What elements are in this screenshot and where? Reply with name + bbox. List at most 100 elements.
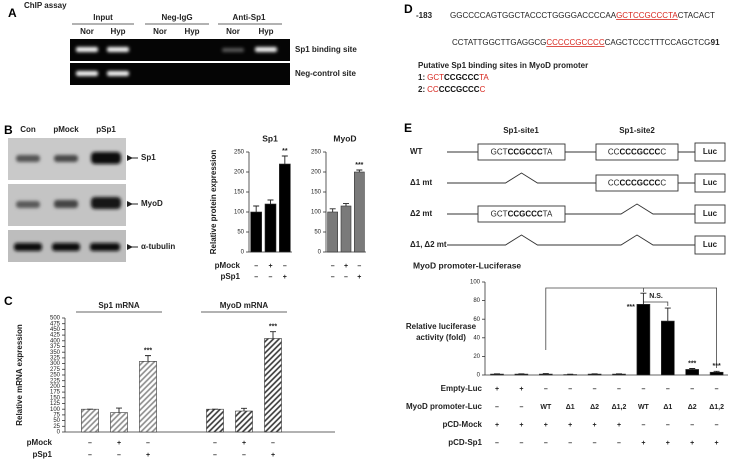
y-tick-label: 475 bbox=[50, 321, 61, 327]
treatment-value: – bbox=[88, 440, 92, 447]
treatment-value: – bbox=[254, 263, 258, 270]
group-label: MyoD mRNA bbox=[220, 301, 269, 310]
treatment-value: – bbox=[88, 452, 92, 459]
sequence: CCTATTGGCTTGAGGCGCCCCCGCCCCCAGCTCCCTTTCC… bbox=[452, 38, 710, 47]
treatment-value: – bbox=[617, 386, 621, 393]
site-box bbox=[477, 205, 566, 223]
treatment-value: Δ2 bbox=[688, 404, 697, 411]
treatment-value: + bbox=[715, 440, 719, 447]
error-bar bbox=[241, 407, 247, 412]
bar bbox=[110, 412, 128, 433]
site-sequence: 2: CCCCCGCCCC bbox=[418, 85, 486, 94]
site-sequence: GCTCCGCCCTA bbox=[491, 148, 553, 157]
lane-label: Hyp bbox=[184, 27, 199, 36]
sequence-part: CCCCCGCCCC bbox=[546, 38, 604, 47]
group-label: Anti-Sp1 bbox=[233, 13, 266, 22]
site-part: CCGCCC bbox=[444, 73, 479, 82]
bar bbox=[709, 371, 724, 376]
site-label: Sp1-site1 bbox=[503, 126, 539, 135]
site-label: Sp1-site2 bbox=[619, 126, 655, 135]
row-label: Neg-control site bbox=[295, 69, 356, 78]
treatment-value: – bbox=[271, 440, 275, 447]
band bbox=[91, 152, 121, 164]
band bbox=[54, 155, 78, 162]
y-tick-label: 350 bbox=[50, 350, 61, 356]
y-tick-label: 100 bbox=[50, 407, 61, 413]
band bbox=[222, 48, 244, 52]
site-part: CCCGCCC bbox=[619, 148, 660, 157]
treatment-value: – bbox=[117, 452, 121, 459]
treatment-value: + bbox=[519, 422, 523, 429]
treatment-value: + bbox=[357, 274, 361, 281]
band bbox=[107, 47, 129, 52]
error-bar bbox=[640, 292, 647, 305]
error-bar bbox=[116, 407, 122, 413]
row-label: α-tubulin bbox=[141, 242, 175, 251]
site-heading: Putative Sp1 binding sites in MyoD promo… bbox=[418, 61, 588, 70]
error-bar bbox=[343, 203, 349, 206]
y-tick-label: 40 bbox=[473, 335, 480, 341]
treatment-value: + bbox=[242, 440, 246, 447]
sequence-part: GGCCCCAGTGGCTACCCTGGGGACCCCAA bbox=[450, 11, 617, 20]
panel-title: ChIP assay bbox=[24, 1, 67, 10]
treatment-value: – bbox=[690, 422, 694, 429]
y-axis-label: Relative protein expression bbox=[209, 150, 218, 255]
site-number: 2: bbox=[418, 85, 425, 94]
site-part: CCCGCCC bbox=[619, 179, 660, 188]
chart-title: MyoD bbox=[333, 133, 356, 143]
lane-label: pMock bbox=[53, 125, 79, 134]
significance-label: ** bbox=[282, 148, 288, 155]
treatment-value: + bbox=[519, 386, 523, 393]
error-bar bbox=[329, 208, 336, 212]
treatment-value: – bbox=[213, 452, 217, 459]
y-tick-label: 25 bbox=[53, 424, 60, 430]
reporter-box bbox=[694, 142, 726, 162]
bar bbox=[139, 361, 157, 433]
backbone bbox=[447, 172, 695, 184]
error-bar bbox=[689, 368, 696, 370]
seq-start: -183 bbox=[416, 11, 433, 20]
y-tick-label: 250 bbox=[50, 373, 61, 379]
reporter-label: Luc bbox=[703, 209, 718, 218]
error-bar bbox=[281, 155, 288, 164]
chart-title: Sp1 bbox=[262, 133, 278, 143]
lane-label: Hyp bbox=[258, 27, 273, 36]
site-box bbox=[595, 174, 679, 192]
treatment-label: Empty-Luc bbox=[441, 384, 483, 393]
y-tick-label: 400 bbox=[50, 338, 61, 344]
site-box bbox=[595, 143, 679, 161]
treatment-value: – bbox=[568, 386, 572, 393]
panel-label: C bbox=[4, 294, 13, 308]
treatment-value: – bbox=[344, 274, 348, 281]
treatment-value: + bbox=[666, 440, 670, 447]
error-bar bbox=[267, 199, 274, 204]
y-tick-label: 0 bbox=[241, 250, 245, 256]
y-tick-label: 200 bbox=[234, 170, 245, 176]
treatment-label: pCD-Mock bbox=[442, 420, 482, 429]
y-tick-label: 100 bbox=[470, 280, 481, 286]
y-tick-label: 0 bbox=[477, 373, 481, 379]
treatment-value: + bbox=[544, 422, 548, 429]
treatment-value: + bbox=[641, 440, 645, 447]
y-tick-label: 200 bbox=[311, 170, 322, 176]
y-tick-label: 500 bbox=[50, 316, 61, 322]
panel-label: B bbox=[4, 123, 13, 137]
treatment-value: Δ1 bbox=[663, 404, 672, 411]
treatment-value: – bbox=[519, 404, 523, 411]
treatment-value: + bbox=[117, 440, 121, 447]
band bbox=[76, 47, 98, 52]
construct-name: Δ2 mt bbox=[410, 209, 433, 218]
treatment-value: – bbox=[593, 386, 597, 393]
treatment-value: – bbox=[544, 386, 548, 393]
treatment-value: + bbox=[593, 422, 597, 429]
seq-end: -91 bbox=[708, 38, 720, 47]
treatment-value: – bbox=[641, 422, 645, 429]
treatment-value: – bbox=[357, 263, 361, 270]
backbone bbox=[447, 234, 695, 246]
reporter-label: Luc bbox=[703, 240, 718, 249]
site-part: C bbox=[660, 148, 666, 157]
treatment-value: – bbox=[544, 440, 548, 447]
group-label: Sp1 mRNA bbox=[98, 301, 140, 310]
group-label: Neg-IgG bbox=[161, 13, 192, 22]
